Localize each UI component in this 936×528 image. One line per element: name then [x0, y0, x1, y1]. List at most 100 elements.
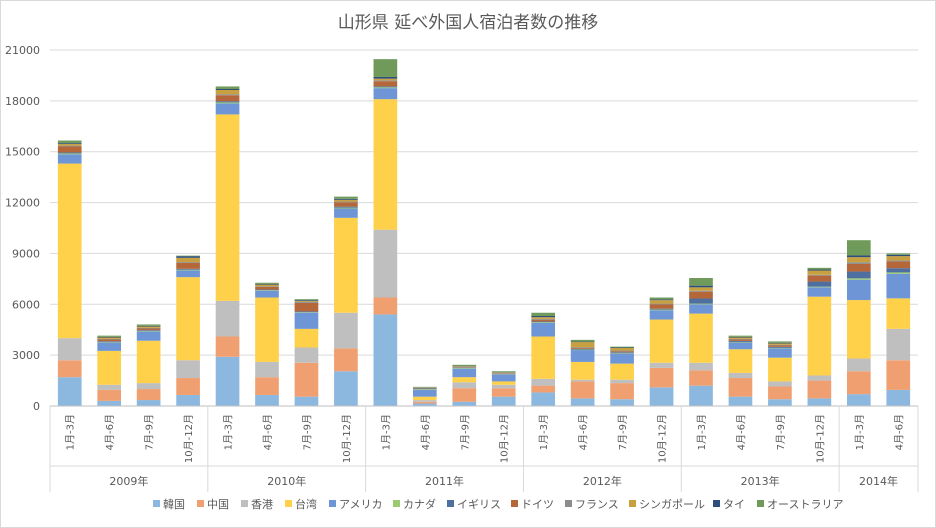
bar-segment: [689, 291, 713, 299]
x-category-label: 1月-3月: [538, 414, 550, 450]
bar-segment: [334, 371, 358, 406]
bar-segment: [136, 326, 161, 328]
bar-segment: [846, 394, 871, 406]
legend-label: フランス: [575, 498, 619, 511]
bar-segment: [412, 400, 437, 402]
x-category-label: 4月-6月: [893, 414, 905, 450]
bar-segment: [886, 360, 911, 390]
bar-segment: [649, 299, 674, 301]
bar-segment: [215, 88, 240, 91]
bar-segment: [886, 253, 911, 255]
bar-segment: [452, 368, 477, 378]
bar-segment: [412, 389, 437, 390]
bar-segment: [334, 206, 358, 208]
bar-segment: [373, 86, 398, 88]
bar-segment: [491, 388, 516, 397]
bar-segment: [491, 396, 516, 406]
bar-segment: [531, 321, 556, 323]
bar-segment: [531, 312, 556, 316]
bar-segment: [728, 341, 753, 343]
y-tick-label: 6000: [12, 298, 40, 311]
x-category-label: 10月-12月: [499, 414, 511, 463]
x-category-label: 10月-12月: [814, 414, 826, 463]
bar-segment: [807, 380, 832, 399]
legend-swatch: [757, 500, 764, 507]
legend-label: アメリカ: [339, 498, 382, 511]
x-category-label: 4月-6月: [735, 414, 747, 450]
y-tick-label: 15000: [5, 146, 40, 159]
legend-label: 韓国: [163, 498, 185, 511]
bar-segment: [531, 317, 556, 319]
bar-segment: [373, 87, 398, 89]
bar-segment: [570, 341, 595, 343]
legend-swatch: [285, 500, 292, 507]
bar-segment: [334, 199, 358, 202]
bar-segment: [610, 350, 634, 352]
bar-segment: [689, 287, 713, 291]
bar-segment: [373, 297, 398, 315]
bar-segment: [886, 389, 911, 406]
x-category-label: 4月-6月: [104, 414, 116, 450]
x-category-label: 4月-6月: [262, 414, 274, 450]
x-category-label: 1月-3月: [696, 414, 708, 450]
bar-segment: [807, 267, 832, 270]
bar-segment: [491, 384, 516, 389]
bar-segment: [807, 398, 832, 406]
legend-swatch: [511, 500, 518, 507]
bar-segment: [728, 396, 753, 406]
bar-segment: [886, 256, 911, 261]
x-category-label: 1月-3月: [223, 414, 235, 450]
bar-segment: [768, 381, 792, 387]
bar-segment: [649, 308, 674, 310]
legend-label: 香港: [251, 498, 273, 511]
chart-title: 山形県 延べ外国人宿泊者数の推移: [337, 13, 599, 33]
bar-segment: [176, 277, 200, 361]
bar-segment: [57, 140, 82, 144]
bar-segment: [531, 392, 556, 406]
bar-segment: [136, 383, 161, 390]
bar-segment: [846, 262, 871, 264]
bar-segment: [768, 348, 792, 358]
bar-segment: [57, 143, 82, 146]
bar-segment: [294, 301, 319, 303]
legend-label: シンガポール: [639, 498, 705, 511]
bar-segment: [412, 389, 437, 397]
y-tick-label: 0: [33, 400, 40, 413]
bar-segment: [768, 347, 792, 349]
bar-segment: [649, 367, 674, 388]
bar-segment: [215, 300, 240, 337]
x-category-label: 1月-3月: [65, 414, 77, 450]
bar-segment: [807, 281, 832, 287]
bar-segment: [136, 330, 161, 331]
bar-segment: [255, 290, 279, 291]
bar-segment: [570, 342, 595, 348]
bar-segment: [412, 388, 437, 390]
bar-segment: [136, 400, 161, 406]
bar-segment: [610, 346, 634, 348]
legend-swatch: [329, 500, 336, 507]
bar-segment: [136, 330, 161, 332]
bar-segment: [570, 339, 595, 342]
bar-segment: [255, 361, 279, 378]
legend-label: 中国: [207, 498, 229, 511]
bar-segment: [215, 114, 240, 301]
x-group-label: 2012年: [583, 474, 622, 488]
legend-swatch: [565, 500, 572, 507]
bar-segment: [689, 313, 713, 363]
bar-segment: [689, 290, 713, 292]
bar-segment: [689, 298, 713, 304]
bar-segment: [531, 318, 556, 320]
bar-segment: [136, 389, 161, 401]
bar-segment: [768, 345, 792, 347]
bar-segment: [294, 301, 319, 302]
legend-label: オーストラリア: [767, 498, 843, 511]
bar-segment: [728, 378, 753, 397]
legend-label: イギリス: [457, 498, 501, 511]
bar-segment: [215, 86, 240, 89]
bar-segment: [255, 290, 279, 298]
bar-segment: [531, 322, 556, 323]
legend-swatch: [713, 500, 720, 507]
bar-segment: [57, 146, 82, 153]
